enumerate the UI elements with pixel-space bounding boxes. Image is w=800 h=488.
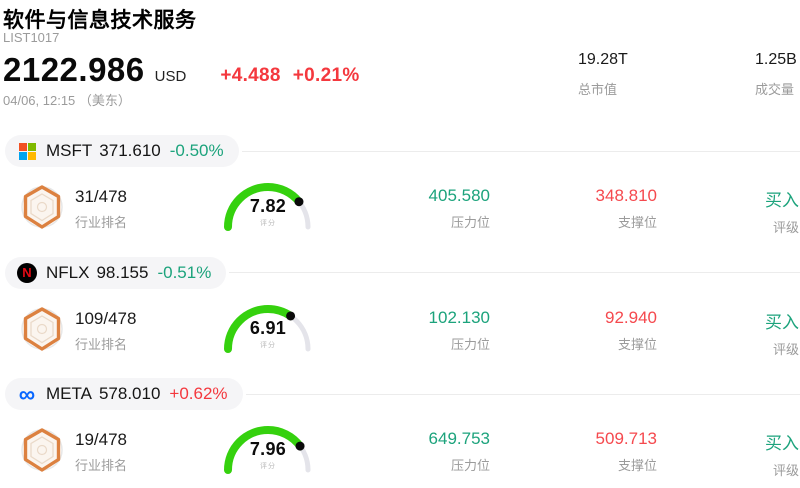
support-metric: 92.940 支撑位 <box>605 308 657 353</box>
resistance-metric: 102.130 压力位 <box>429 308 490 353</box>
stock-pill[interactable]: N NFLX 98.155 -0.51% <box>5 256 227 289</box>
market-cap-label: 总市值 <box>578 82 618 97</box>
rank-badge-icon <box>20 306 64 352</box>
change-amount: +4.488 <box>220 65 281 86</box>
stock-pill-row: MSFT 371.610 -0.50% <box>0 135 800 167</box>
support-label: 支撑位 <box>617 336 657 352</box>
stock-price: 371.610 <box>99 141 161 160</box>
stock-change-percent: +0.62% <box>169 384 228 403</box>
rank-badge-icon <box>20 184 64 230</box>
stock-list: MSFT 371.610 -0.50% 31/478 行业排名 <box>0 135 800 488</box>
score-value: 7.82 <box>249 196 287 216</box>
stock-pill-row: N NFLX 98.155 -0.51% <box>0 256 800 289</box>
stock-name-price: META 578.010 <box>46 384 160 404</box>
stock-row: MSFT 371.610 -0.50% 31/478 行业排名 <box>0 135 800 257</box>
gauge-arc <box>224 304 312 353</box>
volume-value: 1.25B <box>755 51 797 68</box>
resistance-metric: 405.580 压力位 <box>429 186 490 231</box>
stock-price: 98.155 <box>96 262 149 282</box>
rating-label: 评级 <box>772 220 799 235</box>
support-metric: 348.810 支撑位 <box>596 186 657 231</box>
index-price: 2122.986 <box>3 51 145 88</box>
rank-label: 行业排名 <box>75 458 128 473</box>
stock-name-price: MSFT 371.610 <box>46 141 161 161</box>
market-cap-value: 19.28T <box>578 51 628 68</box>
score-label: 评分 <box>260 341 276 349</box>
currency-label: USD <box>154 68 187 85</box>
industry-rank: 109/478 行业排名 <box>75 309 136 353</box>
gauge-arc <box>224 183 312 231</box>
resistance-label: 压力位 <box>450 215 490 230</box>
stock-symbol: MSFT <box>46 141 93 160</box>
score-label: 评分 <box>260 220 276 227</box>
score-value: 7.96 <box>249 439 287 459</box>
stock-pill-row: ∞ META 578.010 +0.62% <box>0 378 800 410</box>
rank-value: 19/478 <box>75 430 127 449</box>
stock-name-price: NFLX 98.155 <box>46 263 148 283</box>
support-label: 支撑位 <box>617 215 657 230</box>
divider <box>245 393 800 395</box>
support-metric: 509.713 支撑位 <box>596 429 657 474</box>
industry-rank: 31/478 行业排名 <box>75 187 127 231</box>
divider <box>241 150 800 152</box>
rating-value: 买入 <box>765 191 799 210</box>
page-title: 软件与信息技术服务 <box>3 9 197 32</box>
stock-change-percent: -0.50% <box>169 141 224 160</box>
support-value: 509.713 <box>595 429 657 448</box>
change-percent: +0.21% <box>292 65 360 86</box>
volume-label: 成交量 <box>755 82 795 97</box>
index-code: LIST1017 <box>3 30 60 45</box>
divider <box>229 272 800 273</box>
support-label: 支撑位 <box>617 458 657 473</box>
resistance-value: 649.753 <box>428 429 490 448</box>
stock-pill[interactable]: ∞ META 578.010 +0.62% <box>5 378 243 410</box>
stock-pill[interactable]: MSFT 371.610 -0.50% <box>5 135 239 167</box>
score-label: 评分 <box>260 463 276 470</box>
industry-rank: 19/478 行业排名 <box>75 430 127 474</box>
score-gauge: 7.96 评分 <box>220 414 316 480</box>
rating-value: 买入 <box>765 312 799 332</box>
stock-row: ∞ META 578.010 +0.62% 19/478 行业排名 <box>0 378 800 488</box>
stock-row: N NFLX 98.155 -0.51% 109/478 行业排名 <box>0 256 800 379</box>
stock-symbol: META <box>46 384 92 403</box>
rank-value: 109/478 <box>75 308 137 328</box>
support-value: 92.940 <box>605 307 657 327</box>
rank-label: 行业排名 <box>75 215 128 230</box>
score-value: 6.91 <box>249 317 287 338</box>
rating-label: 评级 <box>772 463 799 478</box>
volume-stat: 1.25B 成交量 <box>755 51 797 98</box>
resistance-label: 压力位 <box>450 336 490 352</box>
microsoft-logo <box>17 141 37 161</box>
stock-change-percent: -0.51% <box>157 262 212 282</box>
resistance-value: 405.580 <box>428 186 490 205</box>
rank-badge-icon <box>20 427 64 473</box>
rating-label: 评级 <box>772 341 799 357</box>
price-row: 2122.986 USD +4.488 +0.21% <box>3 51 360 88</box>
netflix-logo: N <box>17 262 37 283</box>
market-cap-stat: 19.28T 总市值 <box>578 51 628 98</box>
rating-metric: 买入 评级 <box>765 429 799 479</box>
gauge-arc <box>224 426 312 474</box>
resistance-metric: 649.753 压力位 <box>429 429 490 474</box>
score-gauge: 7.82 评分 <box>220 171 316 237</box>
rating-value: 买入 <box>765 434 799 453</box>
resistance-label: 压力位 <box>450 458 490 473</box>
resistance-value: 102.130 <box>428 307 490 327</box>
rating-metric: 买入 评级 <box>765 186 799 236</box>
price-change: +4.488 +0.21% <box>220 65 359 87</box>
rank-label: 行业排名 <box>75 336 128 352</box>
stock-price: 578.010 <box>98 384 161 403</box>
stock-symbol: NFLX <box>46 262 90 282</box>
meta-logo: ∞ <box>18 381 36 407</box>
score-gauge: 6.91 评分 <box>220 293 316 359</box>
quote-timestamp: 04/06, 12:15 （美东） <box>3 93 131 108</box>
rank-value: 31/478 <box>75 187 127 206</box>
support-value: 348.810 <box>595 186 657 205</box>
rating-metric: 买入 评级 <box>765 308 799 358</box>
